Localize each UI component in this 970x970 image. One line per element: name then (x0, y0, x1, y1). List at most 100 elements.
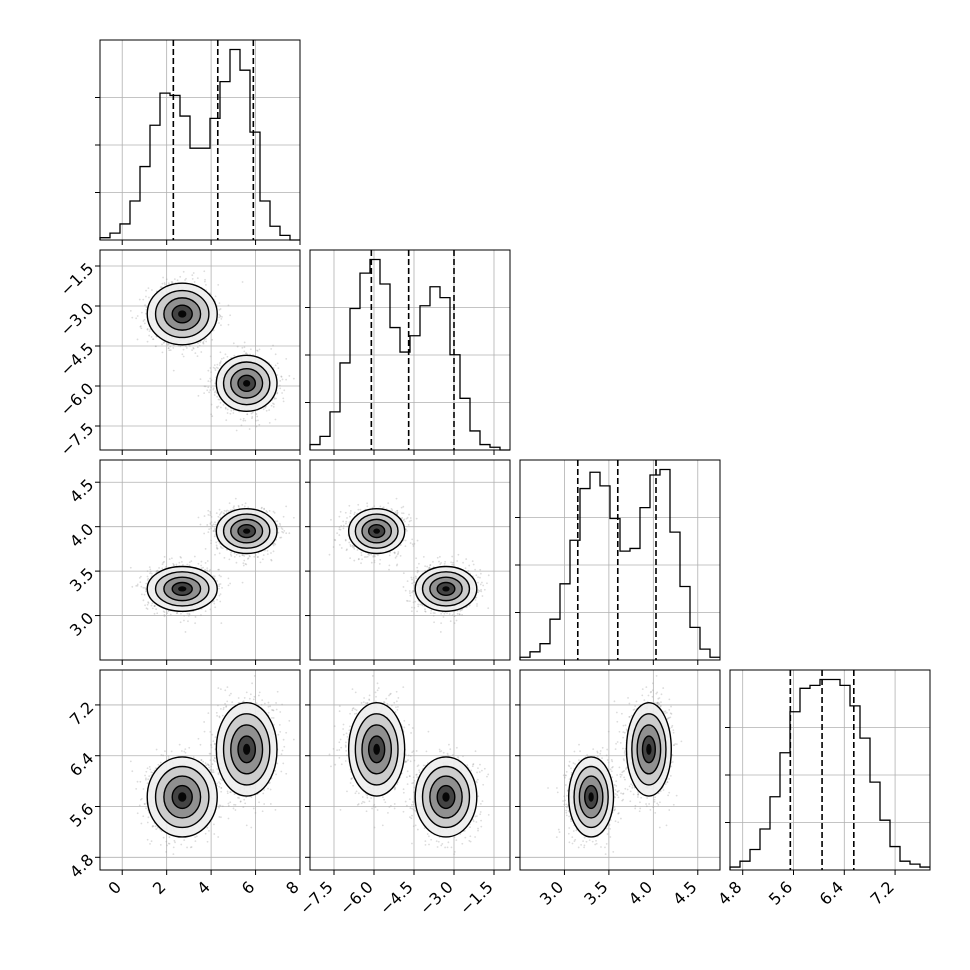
sample-point (222, 403, 225, 406)
sample-point (147, 577, 150, 580)
sample-point (251, 417, 253, 420)
sample-point (226, 408, 229, 411)
sample-point (153, 605, 156, 607)
y-tick-label: −3.0 (56, 299, 97, 340)
sample-point (235, 561, 238, 564)
sample-point (176, 612, 179, 614)
sample-point (209, 389, 212, 392)
sample-point (238, 555, 241, 558)
sample-point (188, 613, 190, 615)
sample-point (206, 569, 209, 572)
sample-point (185, 277, 187, 280)
sample-point (206, 389, 209, 392)
sample-point (167, 347, 170, 350)
sample-point (211, 524, 214, 527)
sample-point (213, 394, 216, 396)
sample-point (270, 348, 273, 350)
sample-point (163, 615, 166, 618)
sample-point (242, 419, 245, 422)
sample-point (276, 362, 279, 365)
sample-point (165, 278, 168, 281)
sample-point (129, 566, 132, 569)
sample-point (214, 369, 217, 372)
sample-point (268, 421, 271, 424)
sample-point (194, 352, 197, 355)
sample-point (186, 612, 189, 615)
sample-point (274, 520, 277, 523)
sample-point (219, 406, 222, 409)
sample-point (186, 563, 189, 566)
sample-point (251, 415, 254, 418)
sample-point (172, 564, 175, 567)
sample-point (245, 352, 248, 355)
sample-point (219, 360, 222, 363)
sample-point (203, 392, 206, 394)
sample-point (146, 579, 149, 581)
sample-point (145, 312, 147, 315)
sample-point (172, 344, 175, 347)
x-tick-label: 4.8 (714, 877, 745, 908)
sample-point (139, 575, 142, 578)
sample-point (219, 593, 222, 595)
sample-point (138, 298, 141, 301)
sample-point (142, 298, 145, 301)
sample-point (216, 363, 219, 366)
sample-point (208, 528, 211, 531)
sample-point (191, 274, 194, 277)
sample-point (213, 391, 216, 394)
sample-point (160, 286, 163, 289)
sample-point (275, 397, 277, 400)
sample-point (270, 552, 272, 554)
sample-point (281, 392, 283, 394)
sample-point (146, 570, 149, 573)
sample-point (281, 530, 283, 533)
sample-point (248, 428, 251, 430)
sample-point (176, 279, 179, 282)
sample-point (258, 423, 261, 426)
sample-point (167, 610, 170, 613)
sample-point (217, 405, 220, 408)
y-tick-label: −7.5 (56, 419, 97, 460)
sample-point (205, 340, 208, 343)
sample-point (162, 276, 164, 279)
sample-point (136, 584, 139, 587)
sample-point (142, 586, 145, 589)
sample-point (225, 510, 228, 513)
sample-point (209, 523, 212, 526)
sample-point (283, 389, 286, 392)
sample-point (273, 403, 275, 406)
sample-point (222, 357, 225, 359)
sample-point (142, 320, 145, 322)
sample-point (147, 287, 150, 290)
sample-point (210, 379, 213, 382)
sample-point (274, 353, 277, 356)
sample-point (165, 565, 168, 568)
sample-point (188, 613, 191, 616)
sample-point (232, 342, 235, 345)
sample-point (220, 622, 223, 624)
sample-point (209, 510, 212, 513)
sample-point (142, 599, 145, 602)
sample-point (172, 369, 175, 372)
sample-point (156, 569, 159, 572)
sample-point (234, 497, 237, 500)
sample-point (220, 546, 223, 549)
sample-point (138, 576, 141, 579)
sample-point (207, 369, 210, 372)
sample-point (200, 567, 203, 570)
sample-point (242, 562, 245, 565)
sample-point (146, 603, 149, 606)
sample-point (200, 564, 203, 567)
sample-point (216, 395, 219, 398)
sample-point (210, 521, 213, 524)
sample-point (192, 272, 195, 274)
sample-point (244, 563, 247, 565)
sample-point (187, 620, 189, 623)
sample-point (270, 404, 273, 407)
sample-point (249, 348, 252, 351)
density-contour (178, 310, 187, 318)
sample-point (149, 568, 152, 571)
sample-point (276, 391, 279, 394)
sample-point (254, 554, 257, 556)
